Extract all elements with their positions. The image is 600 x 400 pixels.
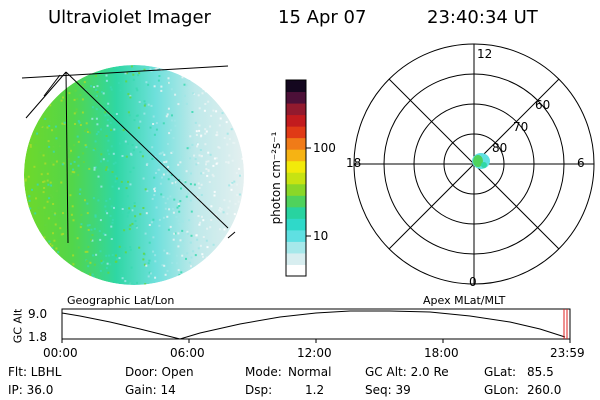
colorbar-band (286, 195, 306, 208)
colorbar-frame (285, 79, 307, 277)
colorbar-band (286, 241, 306, 254)
gain-value: Gain: 14 (125, 383, 176, 397)
polar-mlt-18: 18 (346, 156, 362, 170)
gc-altitude: GC Alt: 2.0 Re (365, 365, 449, 379)
glon-label: GLon: (484, 383, 519, 397)
timeline-ylabel: GC Alt (11, 308, 25, 344)
sequence-number: Seq: 39 (365, 383, 411, 397)
polar-projection-label: Apex MLat/MLT (423, 294, 506, 307)
timeline-ytick-1-8: 1.8 (28, 330, 48, 344)
colorbar-band (286, 103, 306, 116)
colorbar-unit-label: photon cm⁻²s⁻¹ (269, 131, 283, 225)
colorbar-band (286, 218, 306, 231)
glat-label: GLat: (484, 365, 517, 379)
polar-lat-70: 70 (513, 120, 529, 134)
colorbar-band (286, 91, 306, 104)
ip-value: IP: 36.0 (8, 383, 54, 397)
colorbar-label-10: 10 (313, 229, 329, 243)
dsp-value: 1.2 (305, 383, 325, 397)
observation-date: 15 Apr 07 (278, 7, 367, 28)
colorbar-band (286, 80, 306, 93)
timeline-xtick-2359: 23:59 (550, 346, 585, 360)
polar-lat-80: 80 (492, 141, 508, 155)
timeline-xtick-0600: 06:00 (170, 346, 205, 360)
mode-label: Mode: (245, 365, 282, 379)
imager-projection-label: Geographic Lat/Lon (67, 294, 175, 307)
dsp-label: Dsp: (245, 383, 273, 397)
colorbar-band (286, 126, 306, 139)
colorbar-band (286, 264, 306, 277)
colorbar-band (286, 114, 306, 127)
colorbar-band (286, 183, 306, 196)
filter-status: Flt: LBHL (8, 365, 62, 379)
observation-time: 23:40:34 UT (427, 7, 538, 28)
colorbar-band (286, 252, 306, 265)
polar-lat-60: 60 (535, 98, 551, 112)
timeline-ytick-9: 9.0 (28, 307, 48, 321)
polar-emission-spot (472, 153, 490, 169)
colorbar (286, 80, 306, 277)
colorbar-band (286, 229, 306, 242)
timeline-xtick-0000: 00:00 (43, 346, 78, 360)
mode-value: Normal (288, 365, 332, 379)
door-status: Door: Open (125, 365, 194, 379)
uv-image-disk (24, 65, 244, 285)
colorbar-band (286, 137, 306, 150)
instrument-title: Ultraviolet Imager (48, 7, 211, 28)
altitude-timeline (61, 308, 571, 343)
timeline-xtick-1200: 12:00 (297, 346, 332, 360)
glon-value: 260.0 (527, 383, 562, 397)
colorbar-band (286, 206, 306, 219)
polar-mlt-0: 0 (469, 275, 477, 289)
colorbar-band (286, 149, 306, 162)
glat-value: 85.5 (527, 365, 554, 379)
geographic-grid-lines (21, 65, 236, 244)
colorbar-band (286, 172, 306, 185)
polar-mlt-6: 6 (577, 156, 585, 170)
timeline-xtick-1800: 18:00 (424, 346, 459, 360)
colorbar-band (286, 160, 306, 173)
colorbar-label-100: 100 (313, 141, 336, 155)
polar-mlt-12: 12 (477, 47, 493, 61)
